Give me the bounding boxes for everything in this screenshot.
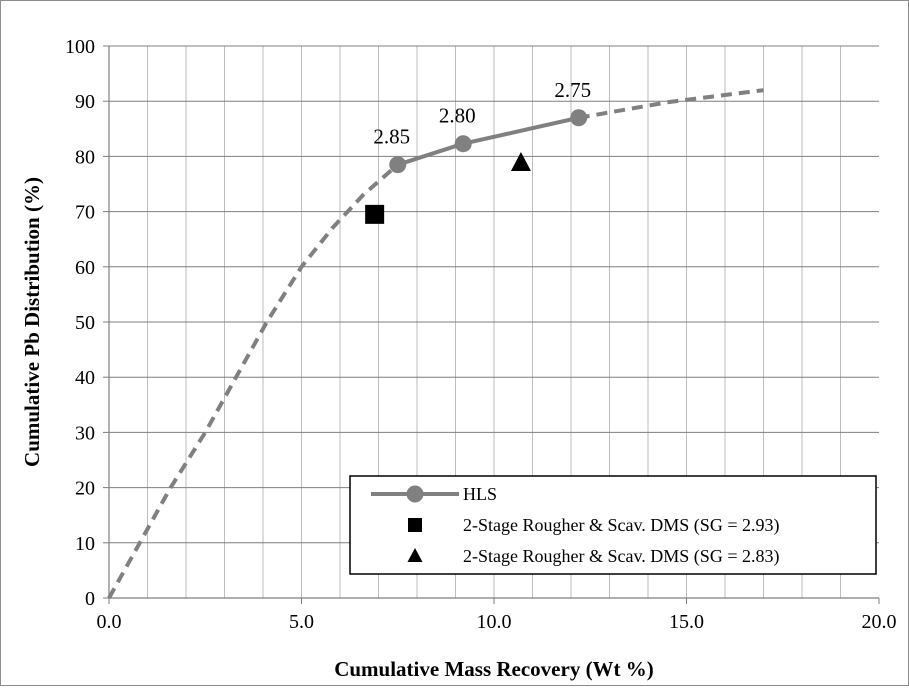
hls-dashed-extension [578, 88, 764, 120]
y-tick-label: 90 [75, 91, 95, 113]
x-tick-label: 0.0 [97, 611, 122, 633]
x-axis-title: Cumulative Mass Recovery (Wt %) [334, 657, 654, 681]
series [107, 88, 764, 599]
dms-sg-2-83-point [510, 152, 531, 172]
y-tick-label: 70 [75, 202, 95, 224]
hls-data-point [454, 135, 472, 153]
y-tick-label: 60 [75, 257, 95, 279]
y-tick-label: 50 [75, 312, 95, 334]
sg-point-label: 2.85 [373, 125, 410, 149]
legend: HLS 2-Stage Rougher & Scav. DMS (SG = 2.9… [349, 475, 877, 575]
legend-entry-label: 2-Stage Rougher & Scav. DMS (SG = 2.83) [463, 546, 779, 567]
legend-entry-label: HLS [463, 484, 497, 504]
y-tick-label: 30 [75, 422, 95, 444]
axes: 0 10 20 30 40 50 60 70 80 90 100 0.0 5.0 10.0 15.0 20.0 [65, 36, 897, 633]
x-tick-label: 5.0 [289, 611, 314, 633]
legend-triangle-marker [407, 548, 423, 562]
legend-square-marker [408, 518, 422, 532]
y-axis-title: Cumulative Pb Distribution (%) [20, 177, 44, 467]
y-tick-label: 0 [85, 588, 95, 610]
legend-entry-label: 2-Stage Rougher & Scav. DMS (SG = 2.93) [463, 515, 779, 536]
y-tick-label: 10 [75, 533, 95, 555]
x-tick-label: 10.0 [477, 611, 512, 633]
y-tick-label: 20 [75, 478, 95, 500]
x-tick-label: 15.0 [669, 611, 704, 633]
sg-point-label: 2.75 [554, 78, 591, 102]
hls-line [397, 115, 580, 167]
dms-sg-2-93-point [365, 204, 385, 224]
y-tick-label: 40 [75, 367, 95, 389]
point-labels: 2.85 2.80 2.75 [373, 78, 591, 149]
hls-dashed-extension [107, 163, 400, 599]
y-tick-label: 80 [75, 146, 95, 168]
sg-point-label: 2.80 [439, 104, 476, 128]
legend-hls-marker [406, 485, 424, 503]
y-tick-label: 100 [65, 36, 95, 58]
x-tick-label: 20.0 [862, 611, 897, 633]
